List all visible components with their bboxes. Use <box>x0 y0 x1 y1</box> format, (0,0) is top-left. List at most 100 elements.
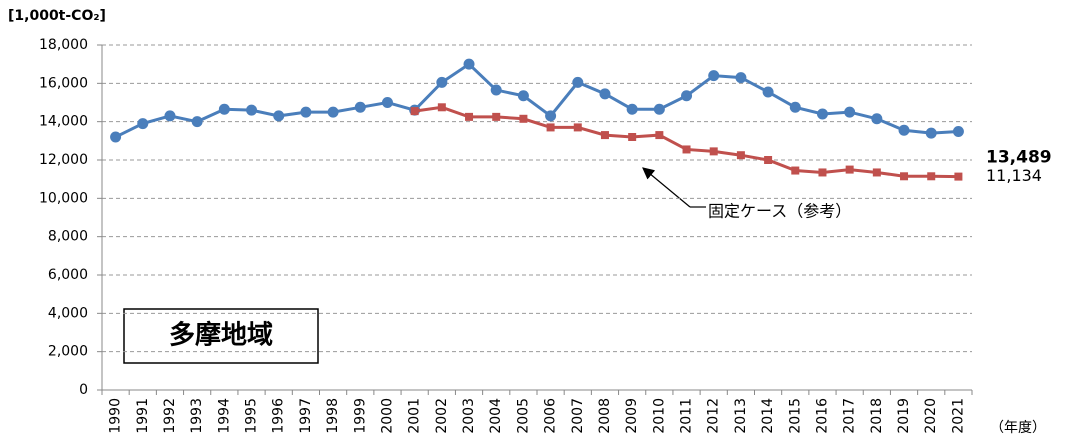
x-tick-label: 2014 <box>760 398 776 434</box>
x-tick-label: 2011 <box>679 398 695 434</box>
y-tick-label: 2,000 <box>48 344 88 360</box>
x-tick-label: 1998 <box>325 398 341 434</box>
marker <box>872 168 881 177</box>
x-tick-label: 1995 <box>244 398 260 434</box>
x-tick-label: 2021 <box>950 398 966 434</box>
x-tick-label: 2004 <box>488 398 504 434</box>
x-tick-label: 2002 <box>434 398 450 434</box>
x-axis-label: （年度） <box>990 420 1046 436</box>
marker <box>845 165 854 174</box>
marker <box>490 84 502 96</box>
marker <box>871 113 883 125</box>
marker <box>519 114 528 123</box>
marker <box>626 103 638 115</box>
x-tick-label: 2013 <box>733 398 749 434</box>
marker <box>463 58 475 70</box>
y-tick-label: 10,000 <box>39 190 88 206</box>
y-tick-label: 8,000 <box>48 229 88 245</box>
marker <box>789 101 801 113</box>
marker <box>246 104 258 116</box>
marker <box>898 124 910 136</box>
series-line <box>114 62 959 139</box>
y-tick-label: 14,000 <box>39 114 88 130</box>
marker <box>599 88 611 100</box>
marker <box>735 72 747 84</box>
x-tick-label: 1993 <box>189 398 205 434</box>
marker <box>492 112 501 121</box>
x-tick-label: 2010 <box>651 398 667 434</box>
x-tick-label: 2008 <box>597 398 613 434</box>
y-tick-label: 6,000 <box>48 267 88 283</box>
marker <box>628 133 637 141</box>
marker <box>164 110 176 122</box>
x-tick-label: 1990 <box>108 398 124 434</box>
value-label: 11,134 <box>986 166 1042 185</box>
marker <box>465 112 474 121</box>
x-tick-label: 2006 <box>543 398 559 434</box>
x-tick-label: 2000 <box>379 398 395 434</box>
marker <box>818 168 827 177</box>
marker <box>816 108 828 120</box>
marker <box>517 90 529 102</box>
x-tick-label: 1996 <box>271 398 287 434</box>
y-tick-label: 12,000 <box>39 152 88 168</box>
marker <box>410 107 419 116</box>
marker <box>709 147 718 156</box>
x-tick-label: 1999 <box>352 398 368 434</box>
x-tick-label: 2015 <box>787 398 803 434</box>
x-tick-label: 2001 <box>407 398 423 434</box>
marker <box>546 123 555 132</box>
region-box <box>123 308 319 364</box>
marker <box>952 125 964 137</box>
x-tick-label: 1994 <box>216 398 232 434</box>
x-tick-label: 2005 <box>515 398 531 434</box>
marker <box>900 172 909 181</box>
region-label: 多摩地域 <box>169 320 273 351</box>
marker <box>572 76 584 88</box>
marker <box>354 101 366 113</box>
x-tick-label: 2009 <box>624 398 640 434</box>
marker <box>600 131 609 140</box>
x-tick-label: 2017 <box>842 398 858 434</box>
y-tick-label: 4,000 <box>48 305 88 321</box>
marker <box>927 172 936 181</box>
x-tick-label: 2007 <box>570 398 586 434</box>
y-tick-label: 16,000 <box>39 75 88 91</box>
x-tick-label: 1992 <box>162 398 178 434</box>
marker <box>791 166 800 175</box>
marker <box>925 127 937 139</box>
value-label: 13,489 <box>986 147 1052 167</box>
annotation-arrow <box>642 167 691 208</box>
marker <box>545 110 557 122</box>
marker <box>218 103 230 115</box>
marker <box>708 70 720 82</box>
y-tick-label: 0 <box>79 382 88 398</box>
x-tick-label: 2018 <box>869 398 885 434</box>
marker <box>137 118 149 130</box>
x-tick-label: 1997 <box>298 398 314 434</box>
annotation: 固定ケース（参考） <box>708 202 851 221</box>
marker <box>736 151 745 160</box>
marker <box>436 76 448 88</box>
marker <box>191 116 203 128</box>
marker <box>762 86 774 98</box>
marker <box>764 156 773 164</box>
marker <box>954 172 963 181</box>
x-tick-label: 2020 <box>923 398 939 434</box>
x-tick-label: 2019 <box>896 398 912 434</box>
marker <box>437 103 446 112</box>
x-tick-label: 2016 <box>814 398 830 434</box>
marker <box>300 106 312 118</box>
y-tick-label: 18,000 <box>39 37 88 53</box>
marker <box>327 106 339 118</box>
x-tick-label: 2003 <box>461 398 477 434</box>
marker <box>682 145 691 154</box>
marker <box>653 103 665 115</box>
y-axis-label: [1,000t-CO₂] <box>8 8 106 24</box>
marker <box>681 90 693 102</box>
x-tick-label: 2012 <box>706 398 722 434</box>
marker <box>381 97 393 108</box>
marker <box>273 110 285 122</box>
x-tick-label: 1991 <box>135 398 151 434</box>
